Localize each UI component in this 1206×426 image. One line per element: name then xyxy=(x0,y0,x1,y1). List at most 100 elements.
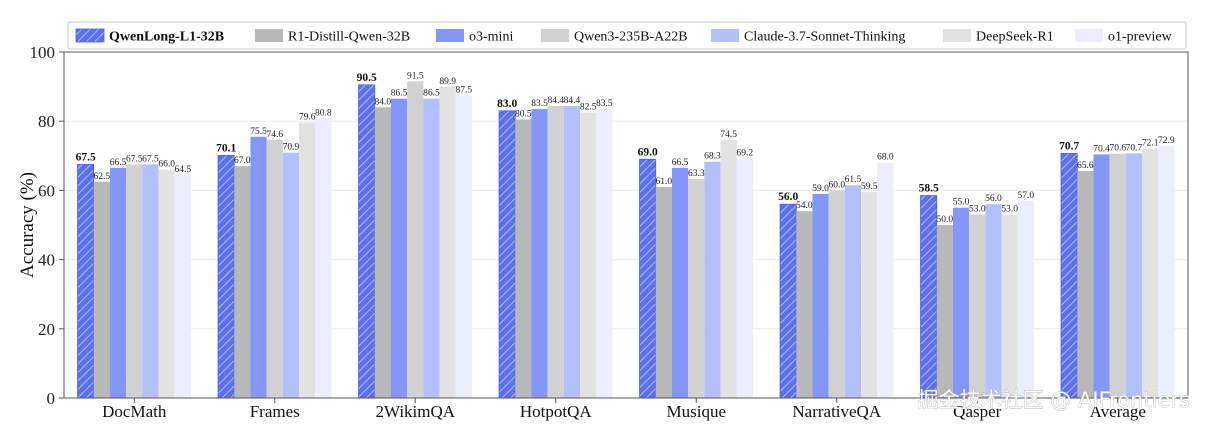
legend-label: o1-preview xyxy=(1108,30,1173,45)
data-label: 72.1 xyxy=(1142,139,1159,149)
data-label: 59.5 xyxy=(861,182,878,192)
bar-hotpotqa-2 xyxy=(515,119,532,398)
bar-narrativeqa-2 xyxy=(796,211,813,398)
watermark-text: 掘金技术社区 @ AIFrontiers xyxy=(918,388,1190,412)
data-label: 50.0 xyxy=(937,215,954,225)
bar-frames-2 xyxy=(234,166,251,398)
legend: QwenLong-L1-32B R1-Distill-Qwen-32B o3-min… xyxy=(67,21,1187,50)
y-tick-label: 40 xyxy=(38,251,55,270)
legend-swatch xyxy=(75,28,105,43)
bar-musique-3 xyxy=(671,167,689,398)
bar-docmath-1 xyxy=(77,164,95,399)
bar-2wikimqa-4 xyxy=(407,81,424,398)
data-label: 70.6 xyxy=(1109,144,1126,154)
y-tick-label: 0 xyxy=(47,389,56,408)
y-tick-label: 20 xyxy=(38,320,55,339)
data-label: 83.5 xyxy=(596,99,613,109)
bar-musique-4 xyxy=(688,178,705,398)
data-label: 86.5 xyxy=(423,89,440,99)
category-label: Frames xyxy=(250,402,300,421)
category-label: 2WikimQA xyxy=(375,402,455,421)
data-label: 91.5 xyxy=(407,71,424,81)
y-tick-label: 100 xyxy=(30,43,56,62)
bar-narrativeqa-5 xyxy=(844,185,862,398)
bar-musique-1 xyxy=(639,158,657,399)
bar-average-2 xyxy=(1077,171,1094,398)
data-label: 72.9 xyxy=(1158,136,1175,146)
data-label: 62.5 xyxy=(94,172,111,182)
data-label: 67.5 xyxy=(76,151,96,163)
data-label: 80.5 xyxy=(515,109,532,119)
bar-2wikimqa-2 xyxy=(374,107,391,399)
data-label: 61.0 xyxy=(656,177,673,187)
category-label: Average xyxy=(1090,402,1146,421)
data-label: 83.0 xyxy=(497,98,517,110)
data-label: 63.3 xyxy=(688,169,705,179)
category-label: DocMath xyxy=(102,402,167,421)
bar-frames-3 xyxy=(250,136,267,398)
data-label: 68.0 xyxy=(877,153,894,163)
data-label: 57.0 xyxy=(1018,191,1035,201)
bar-average-7 xyxy=(1158,145,1175,398)
data-label: 58.5 xyxy=(919,183,939,195)
data-label: 84.4 xyxy=(564,96,581,106)
data-label: 56.0 xyxy=(778,191,798,203)
data-label: 56.0 xyxy=(985,194,1002,204)
data-label: 82.5 xyxy=(580,103,597,113)
bar-musique-7 xyxy=(736,158,753,398)
bar-docmath-6 xyxy=(158,169,175,398)
bar-2wikimqa-6 xyxy=(439,86,456,399)
data-label: 54.0 xyxy=(796,201,813,211)
data-label: 55.0 xyxy=(953,198,970,208)
legend-label: DeepSeek-R1 xyxy=(976,30,1054,45)
data-label: 83.5 xyxy=(531,99,548,109)
data-label: 86.5 xyxy=(391,89,408,99)
data-label: 74.6 xyxy=(266,130,283,140)
data-label: 53.0 xyxy=(1001,205,1018,215)
bar-average-1 xyxy=(1060,152,1078,399)
plot-frame xyxy=(63,51,1189,399)
bar-docmath-5 xyxy=(142,164,159,398)
bar-musique-5 xyxy=(704,161,721,398)
data-labels: 67.562.566.5 67.5 67.566.064.570.167.075.5… xyxy=(76,71,1175,225)
bar-hotpotqa-5 xyxy=(563,105,581,398)
bar-docmath-7 xyxy=(174,174,191,398)
bar-2wikimqa-3 xyxy=(390,98,408,399)
legend-label: R1-Distill-Qwen-32B xyxy=(288,30,410,45)
legend-swatch xyxy=(711,29,739,42)
legend-swatch xyxy=(436,29,464,42)
bar-narrativeqa-6 xyxy=(861,192,878,398)
data-label: 84.0 xyxy=(375,97,392,107)
legend-swatch xyxy=(255,29,283,42)
bar-2wikimqa-1 xyxy=(358,84,376,399)
category-label: Musique xyxy=(667,402,727,421)
bar-qasper-4 xyxy=(969,214,986,398)
bar-narrativeqa-3 xyxy=(812,193,829,398)
bar-average-4 xyxy=(1109,153,1126,398)
data-label: 67.5 xyxy=(126,154,143,164)
bar-hotpotqa-3 xyxy=(531,109,548,398)
data-label: 69.0 xyxy=(638,146,658,158)
data-label: 67.0 xyxy=(234,156,251,166)
bar-frames-4 xyxy=(266,139,283,398)
bar-frames-1 xyxy=(217,155,235,399)
bar-hotpotqa-1 xyxy=(498,110,516,399)
data-label: 74.5 xyxy=(720,130,737,140)
data-label: 67.5 xyxy=(142,154,159,164)
bar-average-6 xyxy=(1142,148,1159,398)
y-tick-label: 60 xyxy=(38,181,55,200)
legend-label: QwenLong-L1-32B xyxy=(109,30,224,45)
data-label: 80.8 xyxy=(315,108,332,118)
data-label: 59.0 xyxy=(812,184,829,194)
data-label: 69.2 xyxy=(737,149,754,159)
data-label: 70.4 xyxy=(1093,144,1110,154)
legend-label: o3-mini xyxy=(469,30,513,45)
category-label: NarrativeQA xyxy=(792,402,881,421)
data-label: 70.1 xyxy=(216,142,236,154)
bar-musique-2 xyxy=(655,186,672,398)
data-label: 66.5 xyxy=(110,158,127,168)
legend-box xyxy=(67,21,1187,50)
data-label: 53.0 xyxy=(969,205,986,215)
bar-qasper-2 xyxy=(936,225,953,398)
data-label: 64.5 xyxy=(175,165,192,175)
